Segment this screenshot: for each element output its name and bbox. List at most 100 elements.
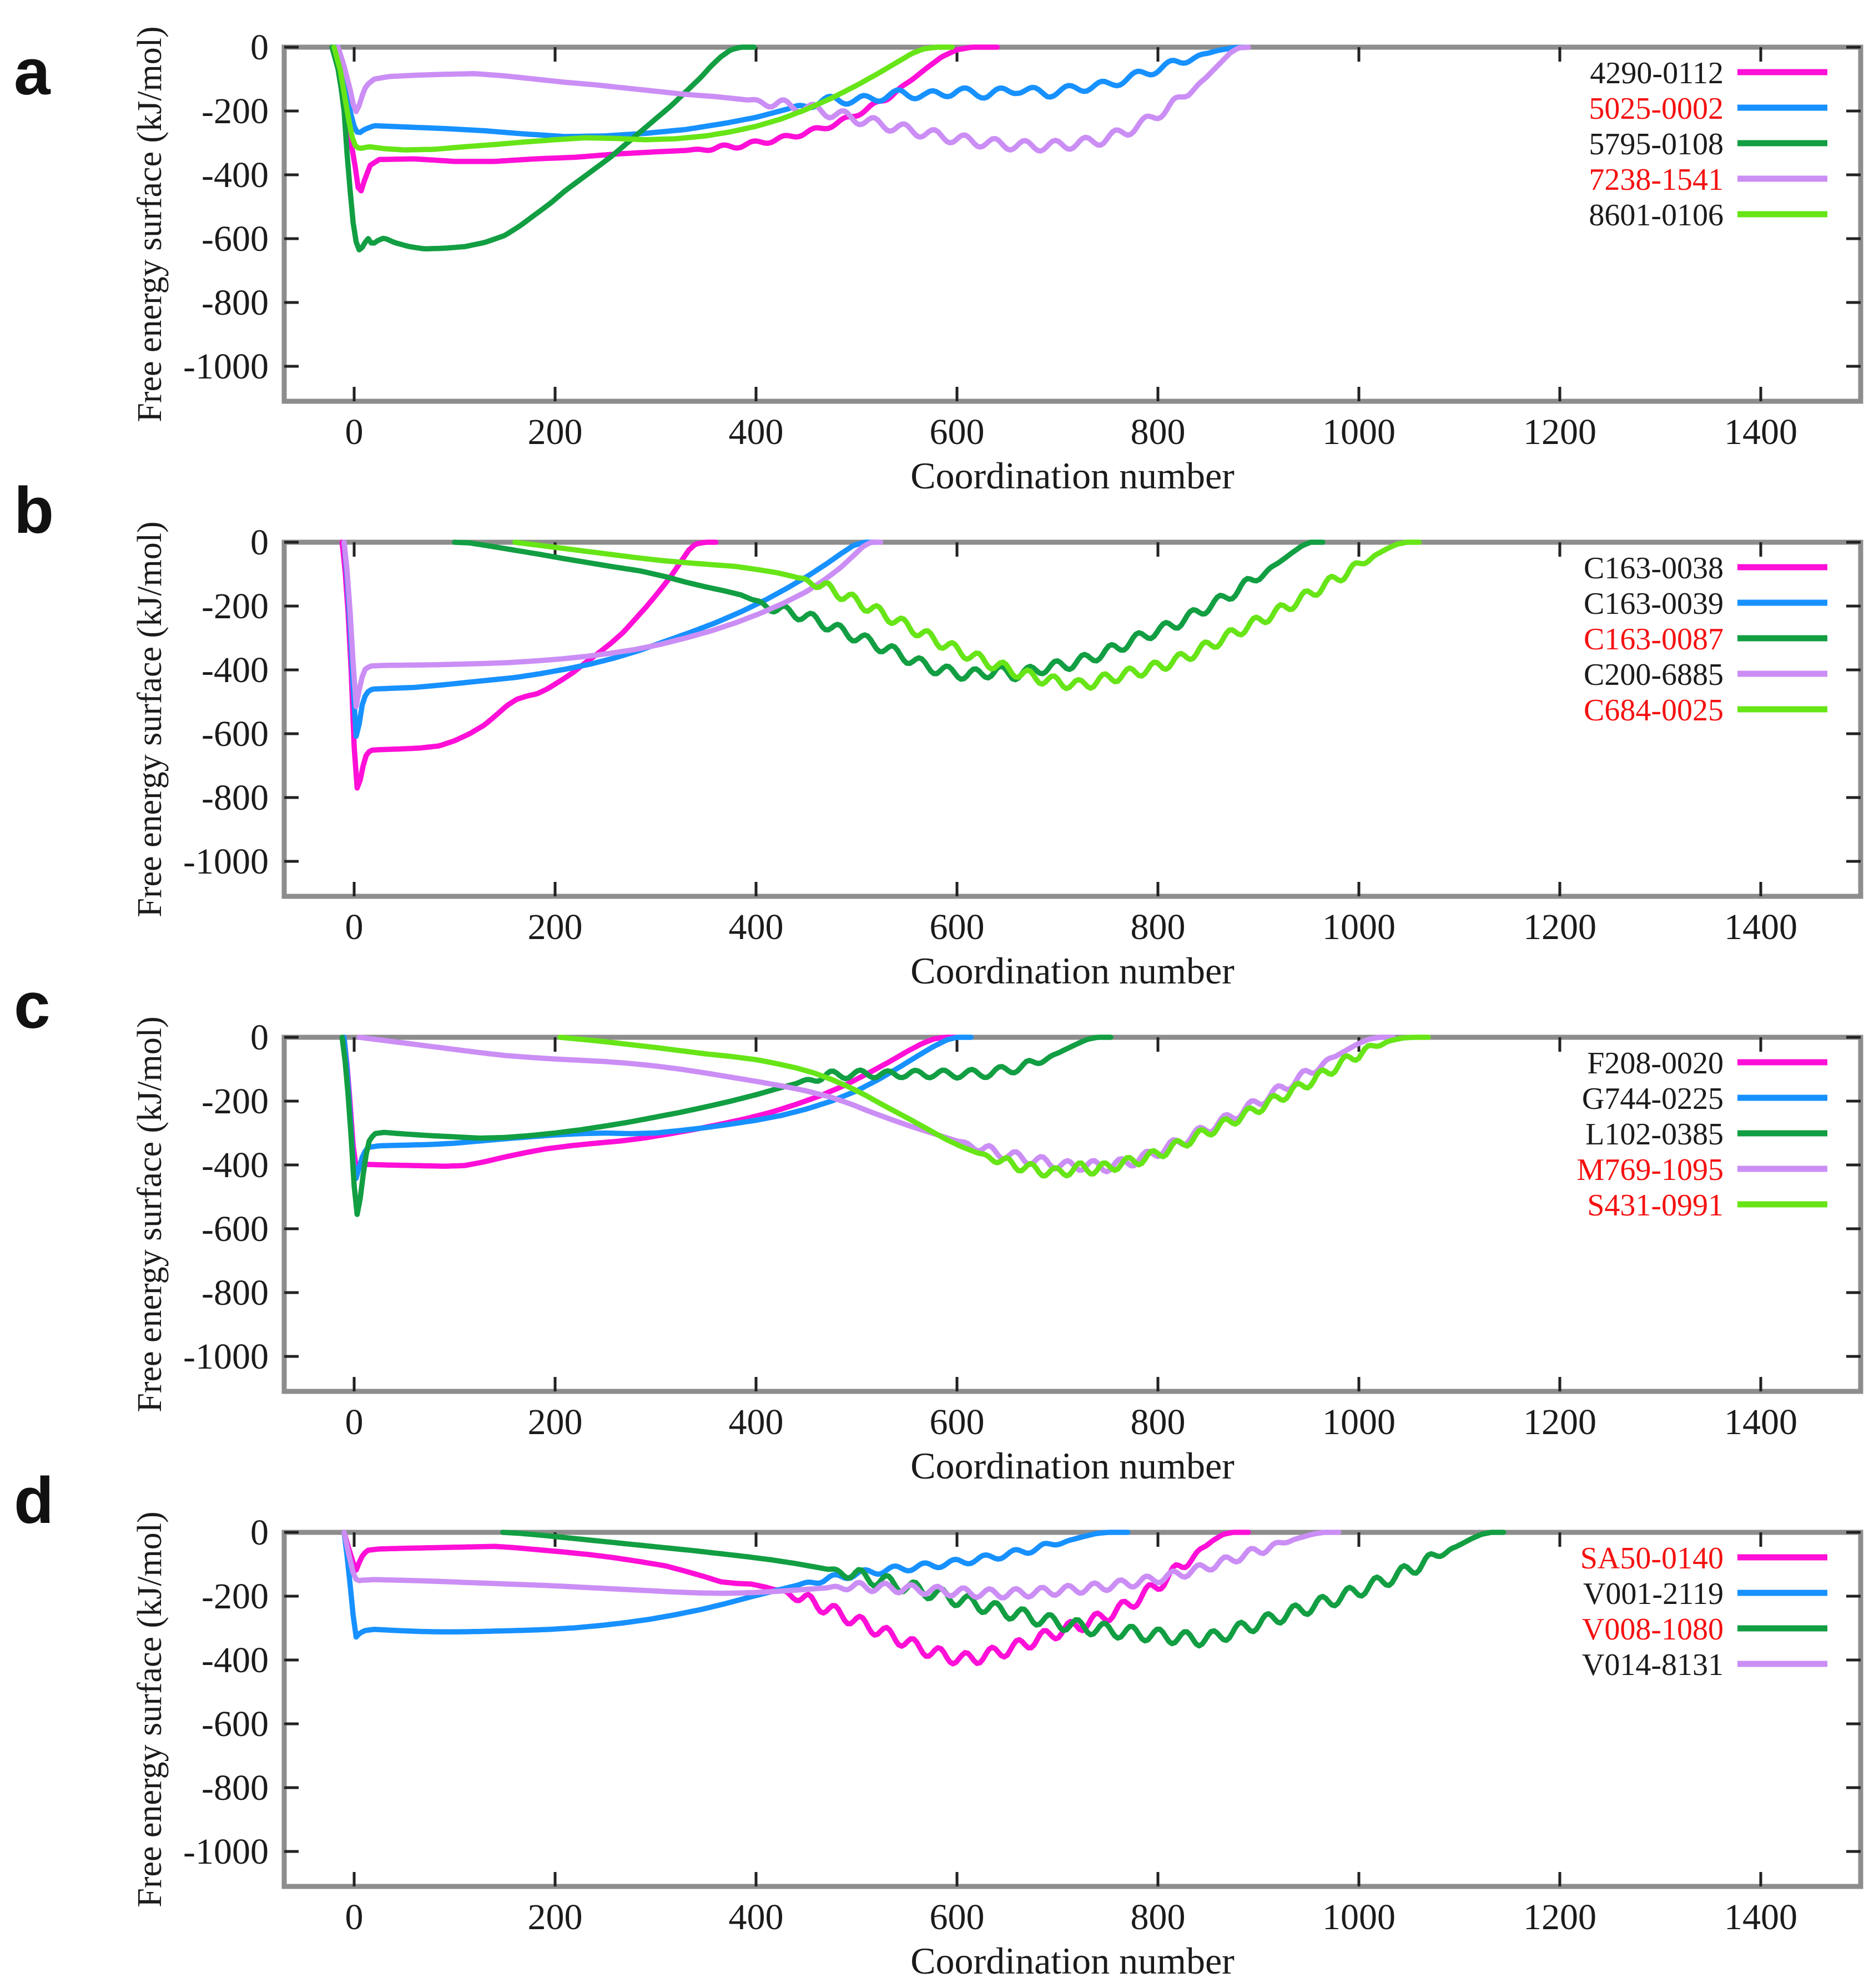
legend-label-V014-8131: V014-8131 <box>1582 1648 1724 1682</box>
x-tick-label: 1200 <box>1523 412 1596 452</box>
x-tick-label: 400 <box>729 412 784 452</box>
legend-label-C163-0087: C163-0087 <box>1584 622 1724 657</box>
y-tick-label: -200 <box>201 1081 269 1122</box>
x-tick-label: 200 <box>528 1402 583 1442</box>
panel-d-chart: 0 200 400 600 800 1000 1200 1400 0 -200 -400 -600 -8… <box>131 1511 1863 1982</box>
y-tick-label: -200 <box>201 586 269 627</box>
x-tick-label: 1000 <box>1322 1402 1396 1442</box>
series-line-S431-0991 <box>557 1035 1431 1179</box>
x-tick-label: 0 <box>345 907 364 947</box>
y-axis-title: Free energy surface (kJ/mol) <box>131 521 169 917</box>
series-line-5025-0002 <box>333 44 1250 139</box>
y-tick-label: -1000 <box>183 1336 269 1377</box>
series-line-8601-0106 <box>331 44 955 153</box>
series-line-F208-0020 <box>341 1035 959 1170</box>
series-line-C200-6885 <box>341 539 884 709</box>
legend-label-8601-0106: 8601-0106 <box>1589 198 1724 233</box>
x-tick-label: 0 <box>345 1402 364 1442</box>
x-axis-title: Coordination number <box>910 1445 1235 1487</box>
plot-border <box>281 1530 1863 1889</box>
x-tick-label: 1000 <box>1322 412 1396 452</box>
series-line-V001-2119 <box>341 1530 1131 1640</box>
x-tick-label: 1200 <box>1523 1402 1596 1442</box>
y-tick-label: -800 <box>201 1768 269 1808</box>
y-tick-label: -400 <box>201 650 269 690</box>
y-tick-label: -800 <box>201 282 269 323</box>
x-axis-title: Coordination number <box>910 1940 1235 1982</box>
series-line-V008-1080 <box>500 1530 1507 1649</box>
x-tick-label: 1400 <box>1724 907 1797 947</box>
series-line-7238-1541 <box>335 44 1251 154</box>
x-tick-label: 1000 <box>1322 1897 1396 1937</box>
x-tick-label: 200 <box>528 907 583 947</box>
x-tick-label: 400 <box>729 907 784 947</box>
legend-label-C163-0039: C163-0039 <box>1584 587 1724 621</box>
x-tick-label: 1400 <box>1724 1402 1797 1442</box>
x-tick-label: 1400 <box>1724 1897 1797 1937</box>
plot-border <box>281 1035 1863 1394</box>
y-tick-label: 0 <box>250 1512 269 1553</box>
x-tick-label: 1200 <box>1523 1897 1596 1937</box>
series-line-4290-0112 <box>331 44 1000 194</box>
legend-label-C163-0038: C163-0038 <box>1584 551 1724 586</box>
plot-border <box>281 44 1863 404</box>
y-tick-label: -1000 <box>183 841 269 882</box>
y-axis-title: Free energy surface (kJ/mol) <box>131 1016 169 1412</box>
y-tick-label: 0 <box>250 27 269 68</box>
series-line-C163-0038 <box>339 539 719 791</box>
legend-label-V008-1080: V008-1080 <box>1582 1612 1724 1647</box>
x-axis-title: Coordination number <box>910 455 1235 497</box>
y-tick-label: -200 <box>201 1576 269 1617</box>
y-tick-label: -1000 <box>183 346 269 387</box>
series-line-C684-0025 <box>512 539 1422 692</box>
y-tick-label: -1000 <box>183 1831 269 1872</box>
legend-label-S431-0991: S431-0991 <box>1587 1188 1724 1223</box>
series-line-C163-0087 <box>452 539 1326 683</box>
y-tick-label: -400 <box>201 155 269 195</box>
series-line-L102-0385 <box>339 1035 1114 1217</box>
y-tick-label: -800 <box>201 1273 269 1313</box>
x-tick-label: 400 <box>729 1402 784 1442</box>
series-line-C163-0039 <box>341 539 878 739</box>
y-tick-label: 0 <box>250 522 269 563</box>
y-tick-label: -600 <box>201 714 269 754</box>
x-tick-label: 600 <box>930 412 985 452</box>
y-axis-title: Free energy surface (kJ/mol) <box>131 26 169 422</box>
y-tick-label: -600 <box>201 1704 269 1744</box>
y-tick-label: -800 <box>201 778 269 818</box>
plot-border <box>281 539 1863 899</box>
legend-label-4290-0112: 4290-0112 <box>1590 56 1724 90</box>
y-axis-title: Free energy surface (kJ/mol) <box>131 1511 169 1907</box>
series-line-M769-1095 <box>356 1035 1396 1174</box>
series-line-G744-0225 <box>341 1035 974 1181</box>
legend-label-M769-1095: M769-1095 <box>1577 1153 1724 1187</box>
x-tick-label: 0 <box>345 412 364 452</box>
panel-a-chart: 0 200 400 600 800 1000 1200 1400 0 -200 -400 -600 -8… <box>131 26 1863 497</box>
x-tick-label: 600 <box>930 1897 985 1937</box>
legend-label-C200-6885: C200-6885 <box>1584 658 1724 692</box>
x-tick-label: 1400 <box>1724 412 1797 452</box>
legend-label-7238-1541: 7238-1541 <box>1589 163 1724 197</box>
x-tick-label: 1000 <box>1322 907 1396 947</box>
x-tick-label: 800 <box>1131 412 1186 452</box>
x-tick-label: 1200 <box>1523 907 1596 947</box>
legend-label-F208-0020: F208-0020 <box>1587 1046 1724 1081</box>
x-tick-label: 800 <box>1131 907 1186 947</box>
panel-c-chart: 0 200 400 600 800 1000 1200 1400 0 -200 -400 -600 -8… <box>131 1016 1863 1487</box>
legend-label-SA50-0140: SA50-0140 <box>1580 1541 1724 1576</box>
legend-label-C684-0025: C684-0025 <box>1584 693 1724 728</box>
legend-label-5795-0108: 5795-0108 <box>1589 127 1724 162</box>
panel-label-c: c <box>14 969 51 1042</box>
panel-label-d: d <box>14 1464 54 1537</box>
y-tick-label: -600 <box>201 1209 269 1249</box>
x-tick-label: 800 <box>1131 1897 1186 1937</box>
panel-label-b: b <box>14 474 54 547</box>
series-line-SA50-0140 <box>341 1530 1251 1667</box>
legend-label-G744-0225: G744-0225 <box>1582 1082 1724 1116</box>
panel-b-chart: 0 200 400 600 800 1000 1200 1400 0 -200 -400 -600 -8… <box>131 521 1863 992</box>
panel-label-a: a <box>14 36 51 109</box>
y-tick-label: 0 <box>250 1017 269 1058</box>
y-tick-label: -400 <box>201 1145 269 1185</box>
x-tick-label: 200 <box>528 412 583 452</box>
